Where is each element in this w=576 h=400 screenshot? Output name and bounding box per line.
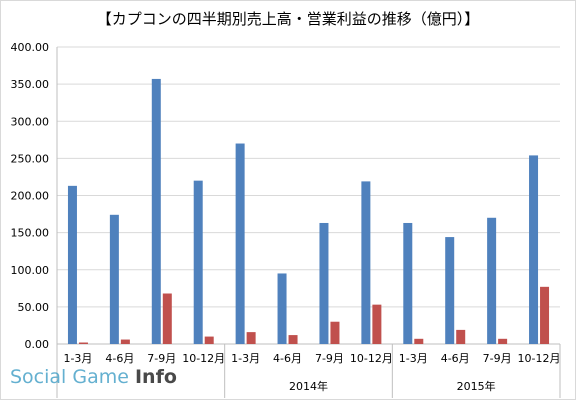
x-tick-label: 4-6月 (105, 352, 134, 365)
y-tick-label: 100.00 (11, 264, 50, 277)
y-tick-label: 250.00 (11, 152, 50, 165)
bar-series-1 (235, 143, 245, 344)
y-tick-label: 0.00 (25, 338, 50, 351)
bar-series-2 (162, 293, 172, 344)
x-tick-label: 10-12月 (350, 352, 393, 365)
bar-series-1 (151, 78, 161, 345)
group-label: 2014年 (289, 379, 328, 393)
x-tick-label: 7-9月 (147, 352, 176, 365)
bar-series-1 (193, 180, 203, 344)
y-tick-label: 200.00 (11, 190, 50, 203)
bar-series-1 (67, 185, 77, 344)
bar-series-1 (529, 155, 539, 344)
y-tick-label: 300.00 (11, 115, 50, 128)
watermark-text-1: Social Game (10, 366, 135, 388)
bar-series-2 (372, 304, 382, 344)
x-tick-label: 1-3月 (399, 352, 428, 365)
x-tick-label: 1-3月 (231, 352, 260, 365)
group-label: 2015年 (457, 379, 496, 393)
x-tick-label: 4-6月 (273, 352, 302, 365)
chart-title: 【カプコンの四半期別売上高・営業利益の推移（億円）】 (96, 10, 480, 28)
y-tick-label: 50.00 (18, 301, 50, 314)
bar-series-2 (498, 338, 508, 344)
bar-series-2 (204, 336, 214, 344)
bar-series-1 (487, 217, 497, 344)
x-tick-label: 10-12月 (518, 352, 561, 365)
bar-series-2 (120, 339, 130, 344)
y-tick-label: 350.00 (11, 78, 50, 91)
bar-series-2 (456, 329, 466, 344)
bar-series-2 (330, 321, 340, 344)
x-tick-label: 1-3月 (63, 352, 92, 365)
bar-series-2 (78, 342, 88, 344)
x-tick-label: 7-9月 (315, 352, 344, 365)
y-tick-label: 400.00 (11, 41, 50, 54)
x-tick-label: 10-12月 (182, 352, 225, 365)
watermark-logo: Social Game Info (10, 366, 177, 388)
bar-series-2 (414, 338, 424, 344)
bar-series-2 (288, 335, 298, 344)
bar-series-1 (319, 222, 329, 344)
watermark-text-2: Info (134, 366, 177, 388)
bar-series-1 (277, 273, 287, 344)
x-tick-label: 7-9月 (483, 352, 512, 365)
y-tick-label: 150.00 (11, 227, 50, 240)
bar-series-1 (109, 214, 119, 344)
bar-series-1 (445, 237, 455, 344)
bar-series-1 (361, 181, 371, 344)
bar-series-1 (403, 222, 413, 344)
bar-series-2 (540, 286, 550, 344)
bar-series-2 (246, 332, 256, 344)
x-tick-label: 4-6月 (441, 352, 470, 365)
